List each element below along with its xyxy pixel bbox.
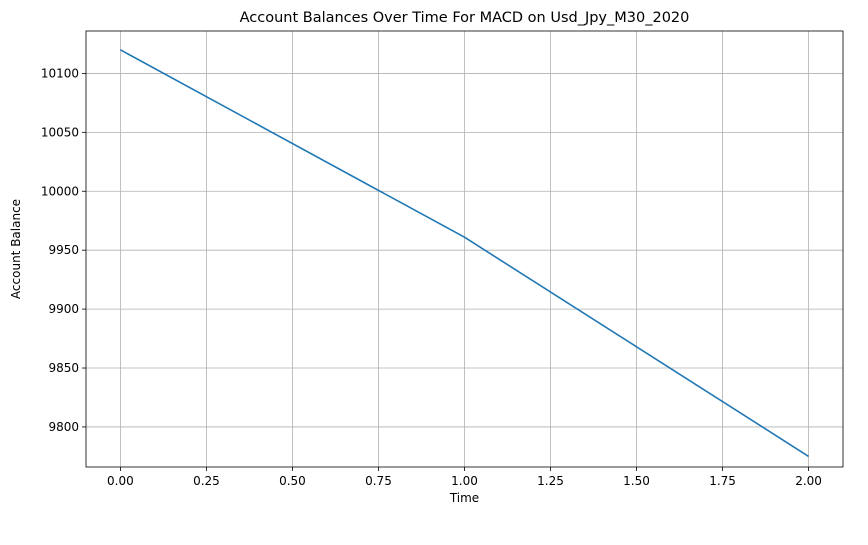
x-tick-label: 0.25 xyxy=(193,474,220,488)
y-tick-label: 10050 xyxy=(41,125,79,139)
y-tick-label: 9950 xyxy=(48,243,79,257)
x-tick-label: 0.00 xyxy=(107,474,134,488)
x-tick-label: 2.00 xyxy=(795,474,822,488)
x-axis-label: Time xyxy=(449,491,479,505)
grid xyxy=(86,31,843,467)
y-tick-label: 9800 xyxy=(48,420,79,434)
x-axis: 0.00 0.25 0.50 0.75 1.00 1.25 1.50 1.75 2.00 xyxy=(107,467,822,488)
x-tick-label: 1.50 xyxy=(623,474,650,488)
y-axis-label: Account Balance xyxy=(9,199,23,299)
chart-title: Account Balances Over Time For MACD on U… xyxy=(240,10,690,26)
x-tick-label: 0.50 xyxy=(279,474,306,488)
x-tick-label: 1.75 xyxy=(709,474,736,488)
x-tick-label: 1.25 xyxy=(537,474,564,488)
y-axis: 9800 9850 9900 9950 10000 10050 10100 xyxy=(41,66,86,434)
y-tick-label: 9850 xyxy=(48,361,79,375)
x-tick-label: 0.75 xyxy=(365,474,392,488)
y-tick-label: 9900 xyxy=(48,302,79,316)
y-tick-label: 10000 xyxy=(41,184,79,198)
x-tick-label: 1.00 xyxy=(451,474,478,488)
series-layer xyxy=(120,49,810,458)
y-tick-label: 10100 xyxy=(41,66,79,80)
